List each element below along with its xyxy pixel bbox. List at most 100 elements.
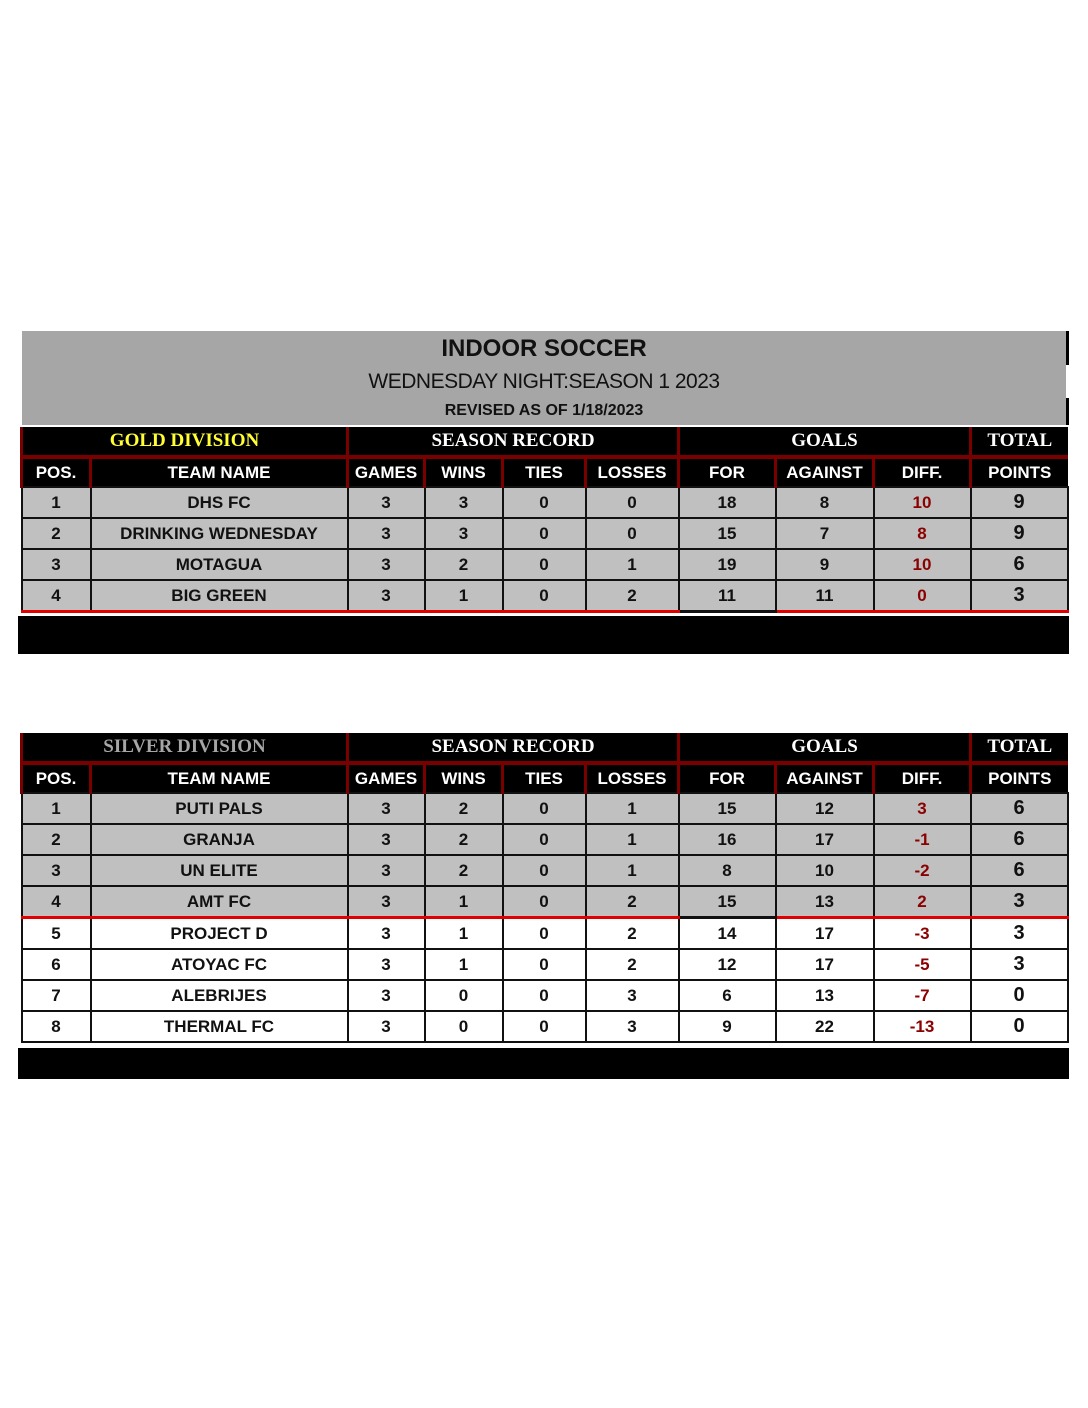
cell-diff: -3: [872, 916, 972, 950]
cell-against: 13: [774, 979, 875, 1012]
table-row: 3 MOTAGUA 3 2 0 1 19 9 10 6: [20, 548, 1069, 581]
cell-team: ALEBRIJES: [89, 979, 349, 1012]
group-header-row: GOLD DIVISION SEASON RECORD GOALS TOTAL: [20, 427, 1068, 459]
cell-games: 3: [346, 823, 426, 856]
column-header-games: GAMES: [346, 457, 425, 487]
cell-pos: 2: [20, 823, 92, 856]
cell-team: GRANJA: [89, 823, 349, 856]
cell-losses: 0: [584, 517, 680, 550]
column-header-for: FOR: [677, 763, 776, 793]
cell-against: 10: [774, 854, 875, 887]
table-row: 2 DRINKING WEDNESDAY 3 3 0 0 15 7 8 9: [20, 517, 1069, 550]
cell-for: 11: [677, 579, 777, 613]
cell-against: 7: [774, 517, 875, 550]
column-header-for: FOR: [677, 457, 776, 487]
cell-diff: 2: [872, 885, 972, 919]
cell-games: 3: [346, 548, 426, 581]
cell-losses: 2: [584, 885, 680, 919]
cell-wins: 3: [423, 486, 504, 519]
cell-wins: 0: [423, 979, 504, 1012]
cell-wins: 1: [423, 948, 504, 981]
cell-losses: 3: [584, 1010, 680, 1043]
cell-diff: 0: [872, 579, 972, 613]
cell-wins: 2: [423, 854, 504, 887]
cell-pos: 8: [20, 1010, 92, 1043]
table-row: 8 THERMAL FC 3 0 0 3 9 22 -13 0: [20, 1010, 1069, 1043]
cell-for: 6: [677, 979, 777, 1012]
group-header-row: SILVER DIVISION SEASON RECORD GOALS TOTA…: [19, 733, 1068, 765]
cell-points: 3: [969, 885, 1069, 919]
goals-header: GOALS: [677, 733, 971, 765]
cell-for: 16: [677, 823, 777, 856]
cell-games: 3: [346, 517, 426, 550]
page-title: INDOOR SOCCER: [441, 335, 647, 362]
cell-ties: 0: [501, 948, 587, 981]
column-header-ties: TIES: [501, 457, 586, 487]
cell-for: 14: [677, 916, 777, 950]
column-header-points: POINTS: [969, 763, 1068, 793]
cell-team: DRINKING WEDNESDAY: [89, 517, 349, 550]
cell-losses: 1: [584, 548, 680, 581]
cell-points: 3: [969, 948, 1069, 981]
cell-against: 17: [774, 948, 875, 981]
table-row: 4 BIG GREEN 3 1 0 2 11 11 0 3: [20, 579, 1069, 613]
cell-ties: 0: [501, 579, 587, 613]
cell-pos: 7: [20, 979, 92, 1012]
cell-for: 19: [677, 548, 777, 581]
cell-for: 9: [677, 1010, 777, 1043]
cell-wins: 1: [423, 579, 504, 613]
column-header-wins: WINS: [423, 457, 503, 487]
cell-ties: 0: [501, 1010, 587, 1043]
cell-diff: -13: [872, 1010, 972, 1043]
column-header-team: TEAM NAME: [89, 457, 348, 487]
division-label: GOLD DIVISION: [20, 427, 348, 459]
cell-wins: 2: [423, 548, 504, 581]
cell-ties: 0: [501, 486, 587, 519]
cell-team: AMT FC: [89, 885, 349, 919]
cell-games: 3: [346, 792, 426, 825]
cell-diff: -5: [872, 948, 972, 981]
cell-against: 22: [774, 1010, 875, 1043]
table-row: 5 PROJECT D 3 1 0 2 14 17 -3 3: [20, 916, 1069, 950]
cell-points: 6: [969, 823, 1069, 856]
cell-wins: 0: [423, 1010, 504, 1043]
cell-losses: 2: [584, 916, 680, 950]
cell-wins: 2: [423, 792, 504, 825]
cell-games: 3: [346, 979, 426, 1012]
table-row: 6 ATOYAC FC 3 1 0 2 12 17 -5 3: [20, 948, 1069, 981]
cell-wins: 2: [423, 823, 504, 856]
table-row: 1 DHS FC 3 3 0 0 18 8 10 9: [20, 486, 1069, 519]
cell-pos: 1: [20, 792, 92, 825]
cell-diff: 8: [872, 517, 972, 550]
column-header-games: GAMES: [346, 763, 425, 793]
cell-diff: -1: [872, 823, 972, 856]
cell-ties: 0: [501, 916, 587, 950]
total-header: TOTAL: [969, 733, 1068, 765]
table-row: 1 PUTI PALS 3 2 0 1 15 12 3 6: [20, 792, 1069, 825]
cell-team: BIG GREEN: [89, 579, 349, 613]
season-record-header: SEASON RECORD: [346, 733, 679, 765]
column-header-against: AGAINST: [774, 763, 874, 793]
season-record-header: SEASON RECORD: [346, 427, 679, 459]
cell-for: 15: [677, 792, 777, 825]
cell-pos: 6: [20, 948, 92, 981]
cell-ties: 0: [501, 823, 587, 856]
cell-for: 15: [677, 885, 777, 919]
column-header-losses: LOSSES: [584, 763, 679, 793]
column-header-ties: TIES: [501, 763, 586, 793]
cell-wins: 3: [423, 517, 504, 550]
cell-pos: 1: [20, 486, 92, 519]
column-header-points: POINTS: [969, 457, 1068, 487]
cell-team: DHS FC: [89, 486, 349, 519]
table-footer: [18, 1048, 1069, 1079]
cell-pos: 5: [20, 916, 92, 950]
title-block: INDOOR SOCCER WEDNESDAY NIGHT:SEASON 1 2…: [22, 331, 1069, 425]
cell-against: 8: [774, 486, 875, 519]
cell-points: 6: [969, 792, 1069, 825]
cell-team: UN ELITE: [89, 854, 349, 887]
cell-games: 3: [346, 885, 426, 919]
cell-wins: 1: [423, 916, 504, 950]
cell-games: 3: [346, 579, 426, 613]
cell-pos: 3: [20, 548, 92, 581]
cell-against: 13: [774, 885, 875, 919]
